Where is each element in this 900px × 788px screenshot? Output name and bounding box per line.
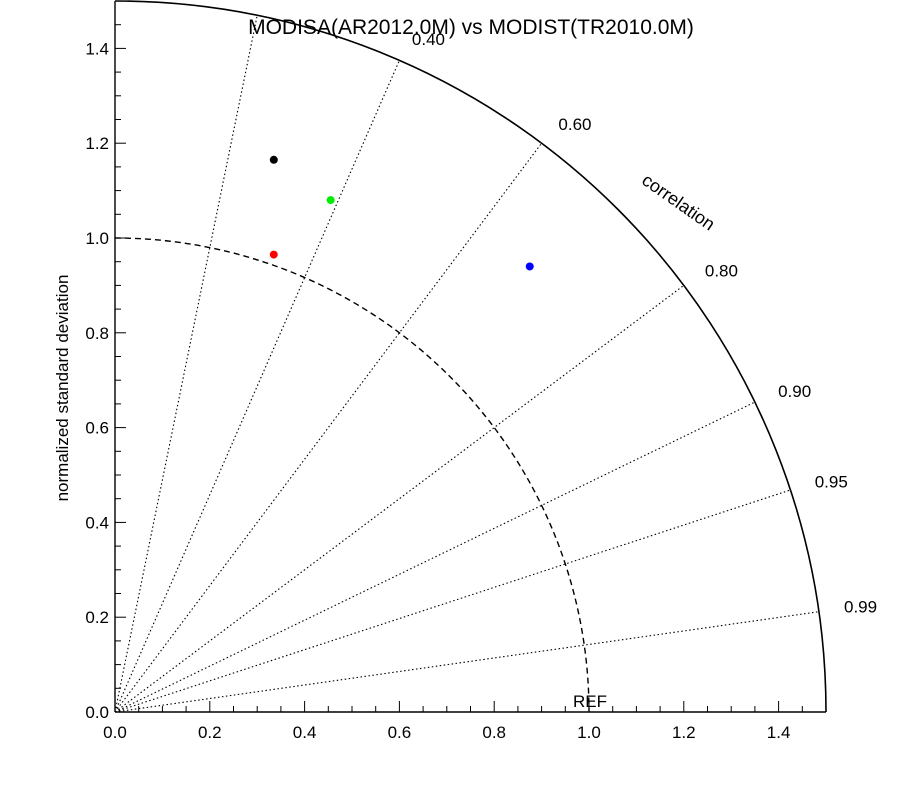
x-tick-label: 0.4 <box>293 723 317 742</box>
correlation-tick-label-0-2: 0.20 <box>265 0 298 2</box>
x-tick-label: 0.8 <box>482 723 506 742</box>
correlation-ray-0-2 <box>114 15 258 713</box>
correlation-tick-label-0-4: 0.40 <box>412 30 445 49</box>
data-point-3 <box>269 250 278 259</box>
y-tick-label: 0.2 <box>85 608 109 627</box>
correlation-ray-0-95 <box>114 489 791 713</box>
data-point-2 <box>326 196 335 205</box>
reference-arc <box>114 237 590 713</box>
x-tick-label: 0.2 <box>198 723 222 742</box>
y-tick-label: 0.8 <box>85 324 109 343</box>
correlation-label: correlation <box>638 170 718 235</box>
correlation-ray-0-9 <box>114 401 756 713</box>
y-tick-label: 1.2 <box>85 134 109 153</box>
y-tick-label: 1.4 <box>85 39 109 58</box>
grid-layer: 0.20 0.40 0.60 0.80 0.90 0.95 0.99 <box>114 0 877 713</box>
correlation-ray-0-6 <box>114 142 543 713</box>
points-layer <box>269 155 534 271</box>
x-tick-label: 1.4 <box>767 723 791 742</box>
reference-label: REF <box>573 692 607 711</box>
y-tick-label: 1.0 <box>85 229 109 248</box>
data-point-1 <box>269 155 278 164</box>
outer-arc <box>114 0 827 713</box>
correlation-ray-0-99 <box>114 611 819 713</box>
x-tick-label: 0.0 <box>103 723 127 742</box>
x-tick-label: 0.6 <box>388 723 412 742</box>
y-axis-label: normalized standard deviation <box>53 275 72 502</box>
correlation-tick-label-0-9: 0.90 <box>778 382 811 401</box>
correlation-tick-label-0-95: 0.95 <box>815 472 848 491</box>
x-tick-label: 1.0 <box>577 723 601 742</box>
x-tick-label: 1.2 <box>672 723 696 742</box>
correlation-ray-0-8 <box>114 284 685 713</box>
correlation-tick-label-0-99: 0.99 <box>844 598 877 617</box>
chart-title: MODISA(AR2012.0M) vs MODIST(TR2010.0M) <box>248 16 694 39</box>
y-tick-label: 0.4 <box>85 513 109 532</box>
correlation-tick-label-0-8: 0.80 <box>705 262 738 281</box>
y-tick-label: 0.6 <box>85 419 109 438</box>
correlation-tick-label-0-6: 0.60 <box>558 115 591 134</box>
data-point-4 <box>525 262 534 271</box>
y-tick-label: 0.0 <box>85 703 109 722</box>
axes-layer: 0.0 0.2 0.4 0.6 0.8 1.0 1.2 1.4 0.0 0.2 0.4 0.6 0.8 1… <box>85 0 827 742</box>
correlation-ray-0-4 <box>114 60 400 713</box>
